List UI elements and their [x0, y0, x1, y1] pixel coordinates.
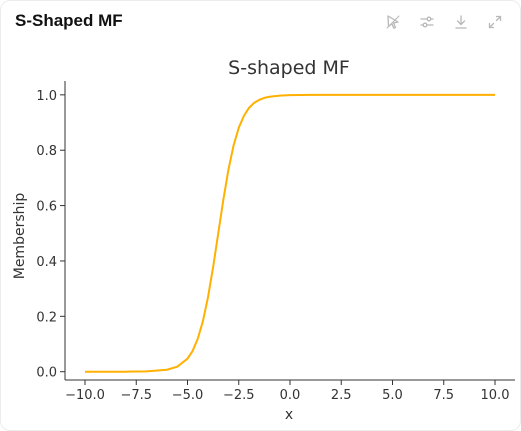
x-tick-label: −2.5 [223, 388, 255, 403]
pin-icon [386, 15, 400, 29]
y-tick-label: 0.4 [36, 255, 57, 270]
card-toolbar [380, 10, 508, 34]
x-tick-label: −10.0 [65, 388, 105, 403]
y-axis-label: Membership [12, 193, 28, 280]
x-tick-label: −5.0 [172, 388, 204, 403]
axes: −10.0 −7.5 −5.0 −2.5 0.0 2.5 5.0 7.5 10.0 0.0 0.2 0… [36, 81, 515, 403]
y-tick-label: 0.8 [36, 144, 57, 159]
download-button[interactable] [448, 10, 474, 34]
expand-button[interactable] [482, 10, 508, 34]
x-tick-label: 7.5 [433, 388, 454, 403]
s-shaped-mf-chart: S-shaped MF −10.0 −7.5 −5.0 −2.5 0.0 2.5 5.0 7.… [12, 57, 515, 423]
filter-settings-button[interactable] [414, 10, 440, 34]
sliders-icon [420, 16, 434, 28]
x-tick-label: 5.0 [382, 388, 403, 403]
y-tick-label: 0.2 [36, 310, 57, 325]
y-tick-label: 0.0 [36, 366, 57, 381]
x-tick-label: −7.5 [120, 388, 152, 403]
expand-icon [488, 15, 502, 29]
y-tick-label: 0.6 [36, 200, 57, 215]
x-tick-label: 2.5 [331, 388, 352, 403]
pin-button[interactable] [380, 10, 406, 34]
x-tick-label: 10.0 [481, 388, 510, 403]
x-axis-label: x [285, 407, 293, 423]
x-tick-label: 0.0 [280, 388, 301, 403]
chart-title: S-shaped MF [228, 57, 350, 79]
series-line [85, 93, 495, 373]
card-title: S-Shaped MF [15, 11, 123, 30]
download-icon [455, 15, 467, 29]
y-tick-label: 1.0 [36, 89, 57, 104]
